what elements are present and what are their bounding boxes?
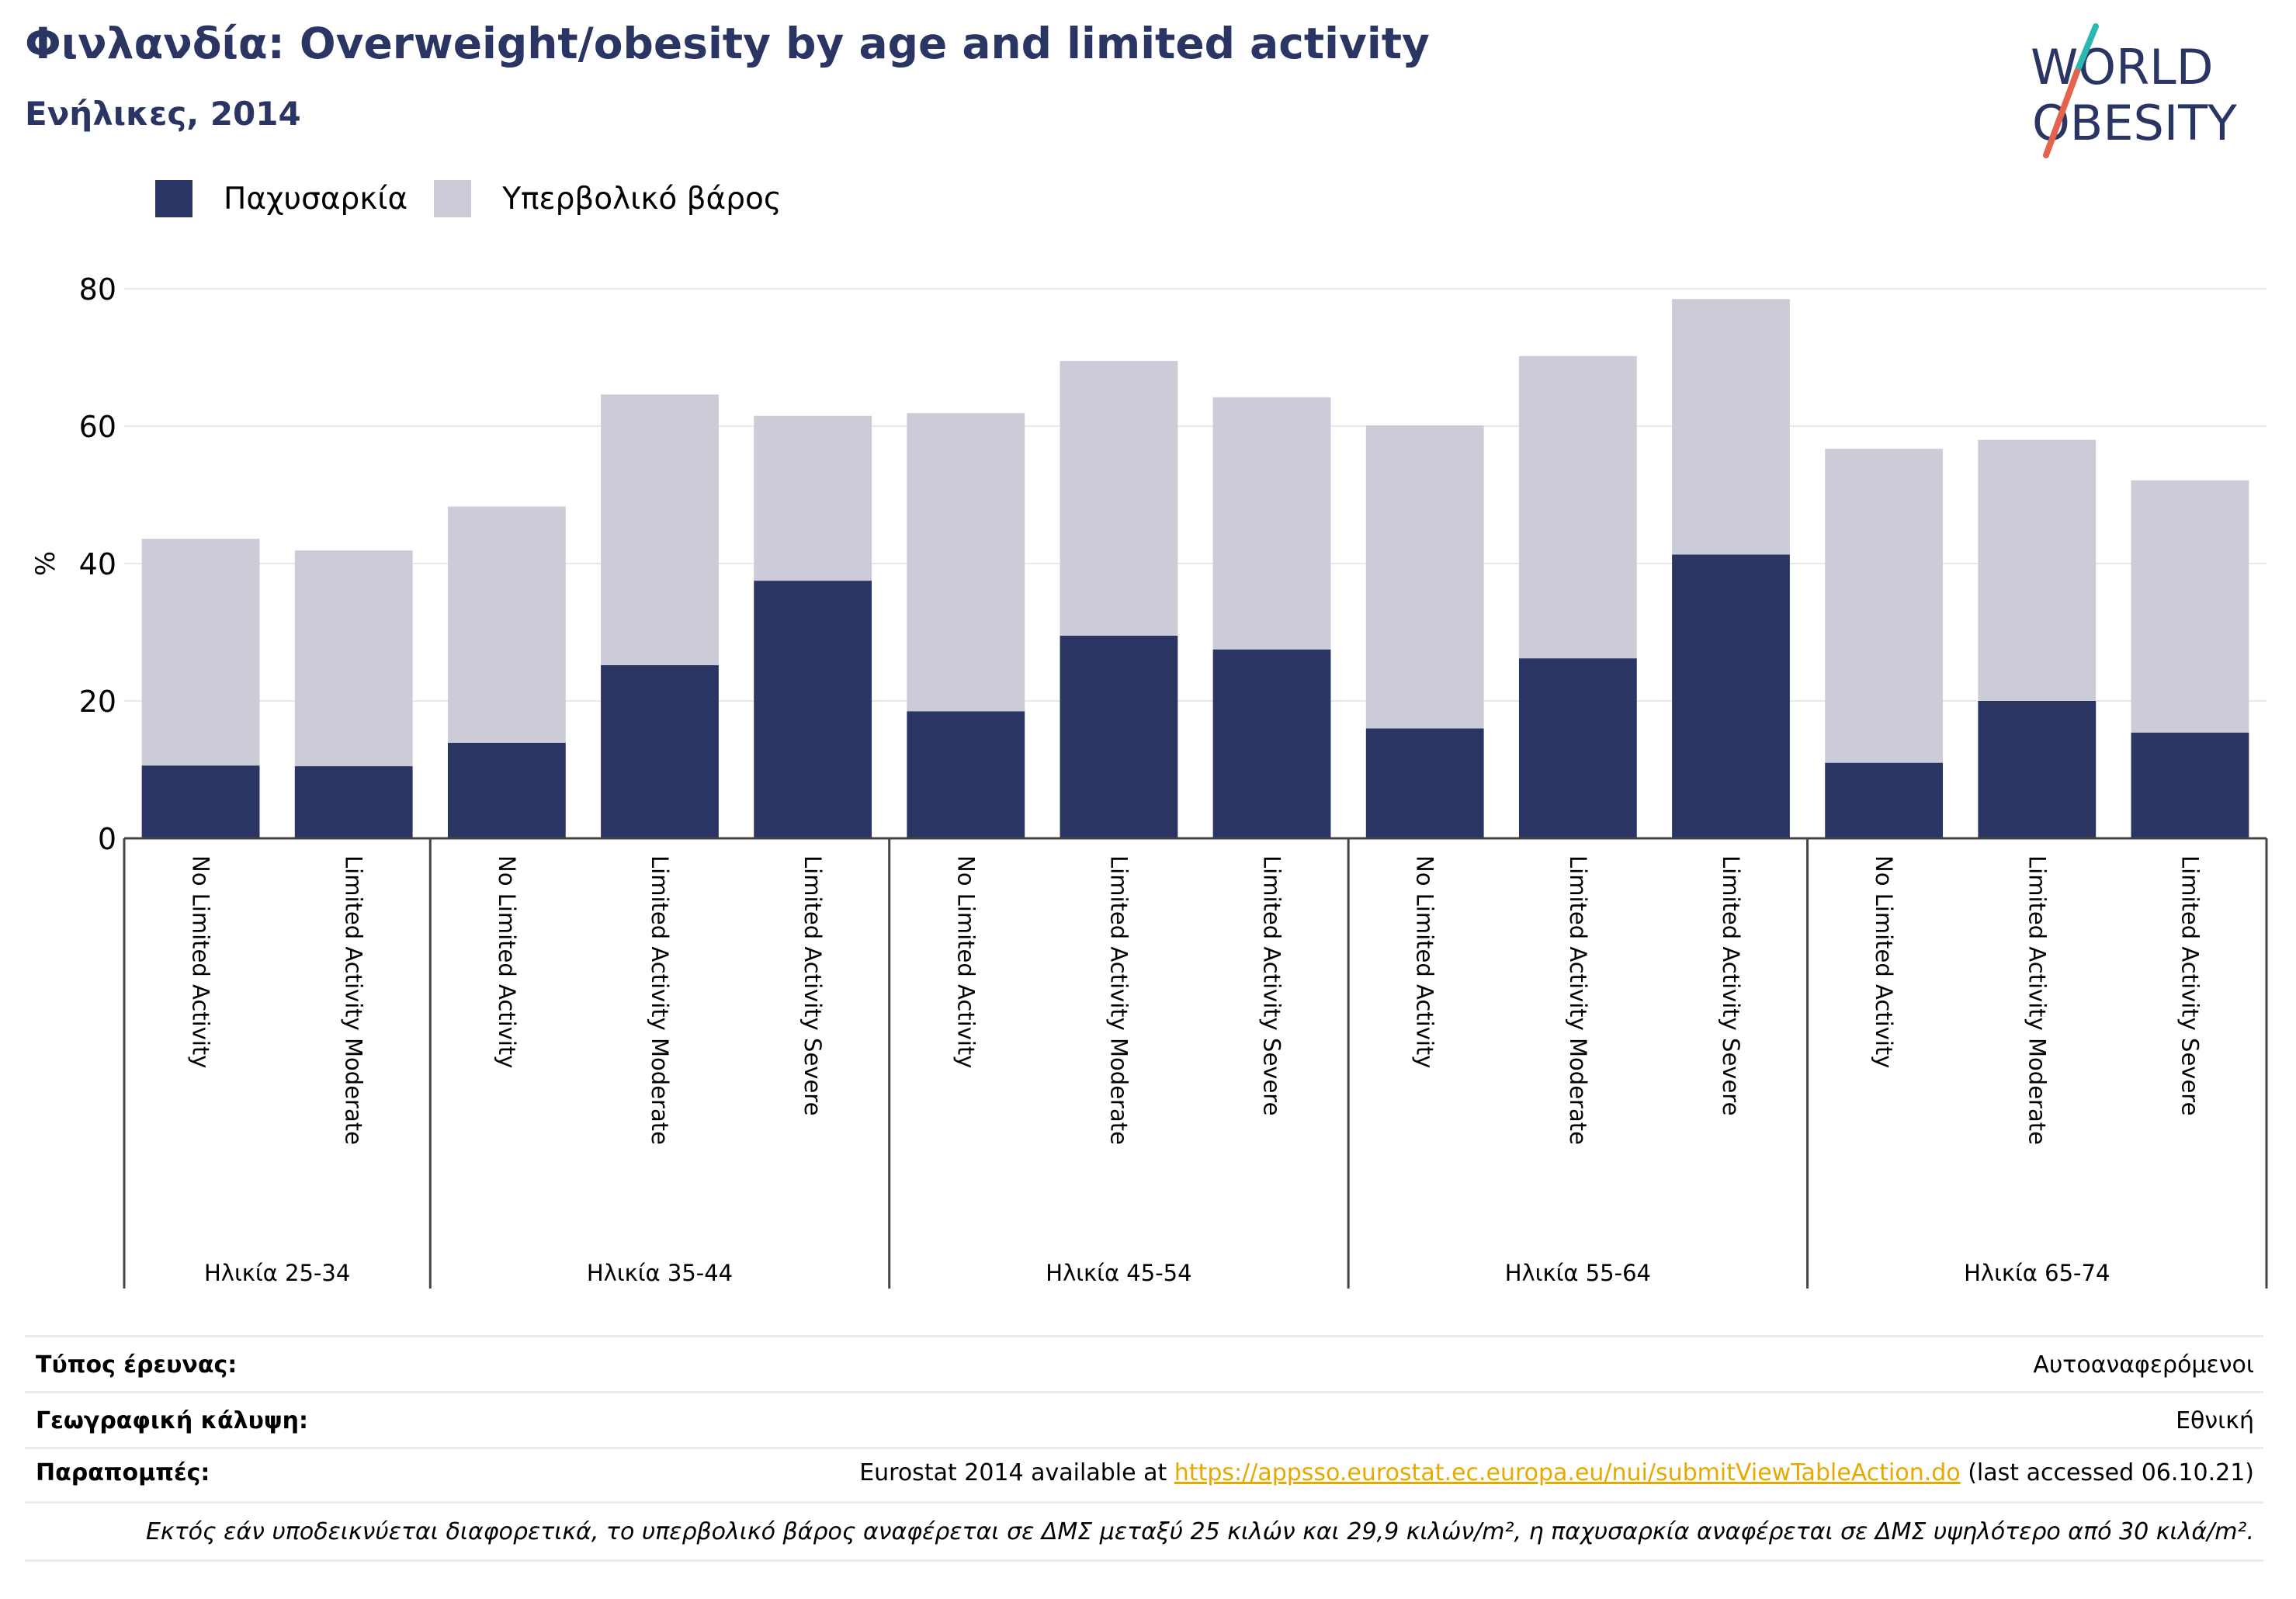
bar-obesity [1825,762,1944,838]
bar-obesity [754,581,872,838]
bar-obesity [141,765,260,838]
group-label: Ηλικία 25-34 [204,1260,350,1286]
references-suffix: (last accessed 06.10.21) [1968,1459,2254,1486]
world-obesity-logo: WORLD OBESITY [2031,23,2237,158]
references-link[interactable]: https://appsso.eurostat.ec.europa.eu/nui… [1174,1459,1961,1486]
x-category-label: Limited Activity Severe [1718,855,1744,1115]
bar-overweight [1212,397,1331,650]
survey-type-value: Αυτοαναφερόμενοι [2033,1351,2254,1379]
bar-obesity [1672,554,1790,838]
y-tick-label: 20 [79,685,116,719]
y-tick-label: 40 [79,547,116,581]
definition-note: Εκτός εάν υποδεικνύεται διαφορετικά, το … [25,1501,2263,1562]
x-category-label: Limited Activity Severe [2176,855,2203,1115]
x-category-label: No Limited Activity [494,855,520,1068]
legend-label-overweight: Υπερβολικό βάρος [502,181,782,217]
bar-obesity [1518,658,1637,838]
x-category-label: No Limited Activity [1871,855,1897,1068]
info-row-references-content: Παραπομπές: Eurostat 2014 available at h… [25,1445,2263,1500]
bar-overweight [1978,439,2097,701]
group-label: Ηλικία 45-54 [1046,1260,1191,1286]
y-tick-label: 60 [79,410,116,444]
bar-overweight [1365,425,1484,729]
legend-swatch-obesity [155,180,192,217]
bar-obesity [2131,732,2249,838]
bar-obesity [294,766,413,838]
info-row-survey: Τύπος έρευνας: Αυτοαναφερόμενοι [25,1335,2263,1392]
bar-obesity [1060,635,1178,838]
bar-obesity [1212,649,1331,838]
legend-item-obesity: Παχυσαρκία [155,180,408,217]
legend-item-overweight: Υπερβολικό βάρος [434,180,782,217]
logo-slash-bottom [2043,68,2080,158]
bar-obesity [447,742,566,838]
bar-overweight [1672,299,1790,555]
bar-obesity [601,664,719,838]
legend-swatch-overweight [434,180,472,217]
info-row-references [25,1447,2263,1472]
logo-slash-top [2074,23,2099,75]
bar-overweight [601,394,719,665]
x-category-label: Limited Activity Moderate [647,855,673,1145]
y-tick-label: 0 [98,822,116,856]
bar-overweight [907,413,1025,712]
bar-overweight [754,415,872,581]
coverage-value: Εθνική [2176,1406,2254,1434]
group-label: Ηλικία 65-74 [1964,1260,2110,1286]
y-axis-label: % [30,551,61,576]
x-category-label: No Limited Activity [1412,855,1438,1068]
x-category-label: Limited Activity Severe [1259,855,1285,1115]
stacked-bar-chart: 0 20 40 60 80% No Limited Activity Limited Act… [30,272,2268,1289]
y-tick-label: 80 [79,272,116,307]
x-category-label: Limited Activity Moderate [341,855,367,1145]
definition-note-text: Εκτός εάν υποδεικνύεται διαφορετικά, το … [145,1517,2254,1545]
bar-overweight [141,539,260,766]
chart-title: Φινλανδία: Overweight/obesity by age and… [25,19,1430,68]
logo-line1: WORLD [2031,39,2213,95]
bar-obesity [907,711,1025,838]
references-prefix: Eurostat 2014 available at [859,1459,1167,1486]
x-category-label: Limited Activity Moderate [2024,855,2050,1145]
bar-overweight [294,550,413,767]
bar-overweight [1518,356,1637,659]
bar-overweight [1825,449,1944,763]
x-category-label: No Limited Activity [952,855,979,1068]
info-row-coverage: Γεωγραφική κάλυψη: Εθνική [25,1391,2263,1448]
coverage-label: Γεωγραφική κάλυψη: [36,1406,309,1434]
references-label: Παραπομπές: [36,1459,210,1486]
bar-overweight [447,506,566,743]
legend: Παχυσαρκία Υπερβολικό βάρος [155,177,808,220]
references-value: Eurostat 2014 available at https://appss… [859,1459,2263,1486]
bar-overweight [2131,480,2249,733]
legend-label-obesity: Παχυσαρκία [224,181,408,217]
x-category-label: Limited Activity Severe [799,855,826,1115]
bar-obesity [1365,728,1484,838]
chart-subtitle: Ενήλικες, 2014 [25,95,301,133]
x-category-label: Limited Activity Moderate [1105,855,1132,1145]
group-label: Ηλικία 55-64 [1505,1260,1651,1286]
group-label: Ηλικία 35-44 [587,1260,733,1286]
bar-overweight [1060,360,1178,636]
bar-obesity [1978,701,2097,838]
survey-type-label: Τύπος έρευνας: [36,1351,238,1379]
x-category-label: Limited Activity Moderate [1565,855,1591,1145]
x-category-label: No Limited Activity [188,855,214,1068]
